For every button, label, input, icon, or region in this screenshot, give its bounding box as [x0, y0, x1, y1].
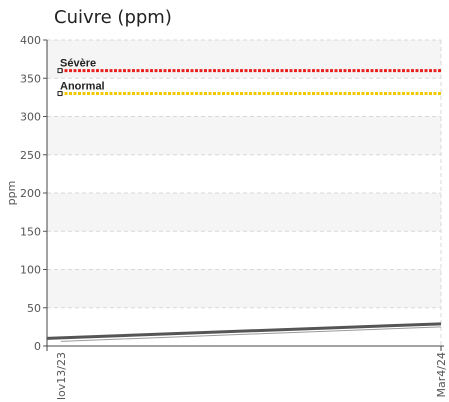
threshold-label: Sévère [60, 58, 96, 70]
series-line [46, 322, 442, 340]
y-tick-label: 50 [27, 302, 41, 315]
y-tick-label: 0 [34, 340, 41, 353]
threshold-marker [57, 91, 63, 97]
y-tick-label: 350 [20, 72, 41, 85]
y-tick-label: 200 [20, 187, 41, 200]
y-axis-label: ppm [5, 181, 18, 206]
y-tick-label: 300 [20, 111, 41, 124]
series-lines [46, 322, 442, 342]
threshold-marker [57, 68, 63, 74]
y-ticks: 0 50 100 150 200 250 300 350 400 [20, 34, 47, 353]
plot-band [47, 193, 441, 232]
threshold-label: Anormal [60, 81, 105, 93]
plot-band [47, 40, 441, 79]
threshold-lines: Sévère Anormal [57, 58, 441, 97]
x-tick-label: Mar4/24 [435, 352, 448, 397]
y-tick-label: 250 [20, 149, 41, 162]
x-ticks: lov13/23 Mar4/24 [46, 346, 448, 400]
x-tick-label: lov13/23 [55, 352, 68, 400]
series-shadow [60, 326, 442, 342]
y-tick-label: 150 [20, 225, 41, 238]
plot-band [47, 269, 441, 308]
chart-title: Cuivre (ppm) [54, 7, 172, 28]
plot-bands [47, 40, 441, 308]
y-tick-label: 100 [20, 264, 41, 277]
plot-band [47, 116, 441, 155]
grid-lines [47, 39, 442, 346]
y-tick-label: 400 [20, 34, 41, 47]
